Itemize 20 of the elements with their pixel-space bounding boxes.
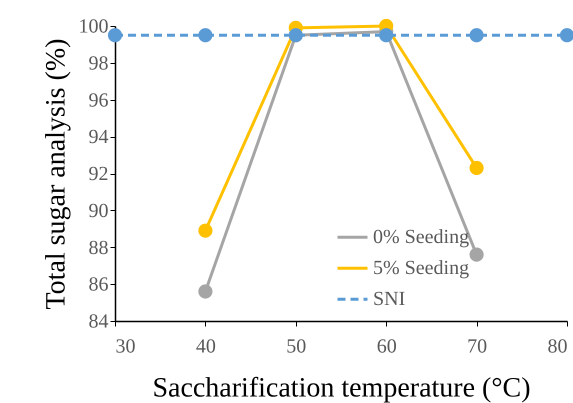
y-tick-label: 86	[88, 274, 108, 296]
y-tick-label: 92	[88, 163, 108, 185]
y-axis-title: Total sugar analysis (%)	[40, 38, 72, 310]
y-tick-label: 98	[88, 52, 108, 74]
legend-label: SNI	[373, 288, 406, 310]
y-tick-label: 100	[78, 16, 108, 38]
y-tick-label: 94	[88, 126, 108, 148]
x-tick-label: 30	[116, 336, 136, 358]
x-tick-label: 70	[467, 336, 488, 358]
y-tick-label: 84	[88, 310, 108, 332]
x-tick-label: 40	[196, 336, 216, 358]
y-tick-label: 88	[88, 236, 108, 259]
x-tick-label: 80	[548, 336, 568, 358]
y-tick-label: 96	[88, 89, 108, 112]
legend-label: 0% Seeding	[373, 226, 470, 248]
x-tick-label: 60	[376, 336, 397, 358]
legend-label: 5% Seeding	[373, 257, 470, 280]
y-tick-label: 90	[88, 200, 108, 222]
x-tick-label: 50	[286, 336, 306, 358]
x-axis-title: Saccharification temperature (°C)	[152, 372, 531, 403]
